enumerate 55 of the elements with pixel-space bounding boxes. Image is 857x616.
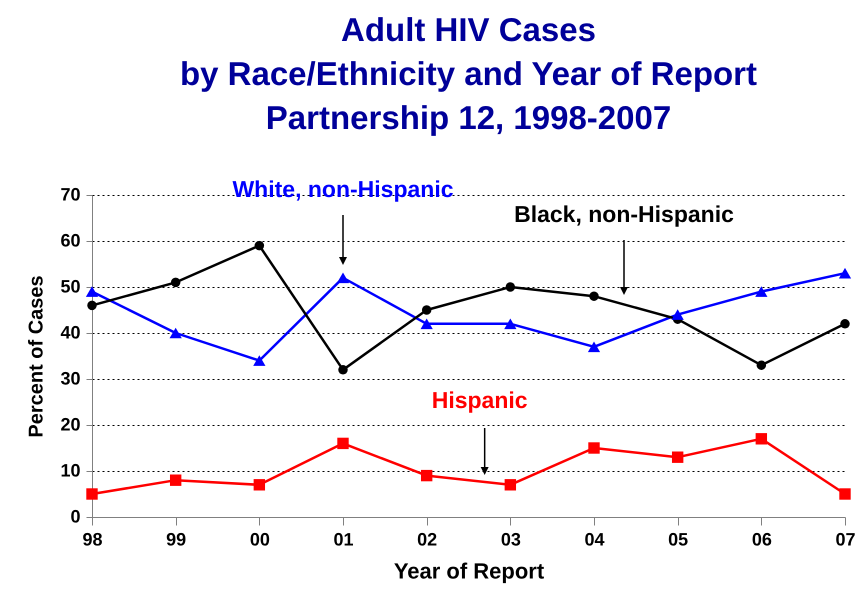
y-tick-label: 20: [60, 414, 80, 434]
point: [253, 355, 266, 366]
y-tick-label: 10: [60, 460, 80, 480]
point: [838, 268, 852, 279]
point: [756, 433, 768, 444]
x-tick-label: 99: [166, 530, 186, 550]
text: Partnership 12, 1998-2007: [266, 99, 672, 136]
point: [672, 309, 684, 320]
text: by Race/Ethnicity and Year of Report: [180, 55, 758, 92]
point: [420, 318, 433, 330]
x-tick-label: 07: [835, 530, 856, 550]
point: [589, 291, 599, 301]
point: [672, 452, 684, 463]
point: [588, 442, 600, 454]
point: [504, 318, 516, 330]
point: [756, 360, 766, 370]
x-tick-label: 00: [250, 530, 270, 550]
y-tick-label: 60: [60, 230, 80, 250]
y-tick-label: 40: [60, 322, 80, 342]
point: [588, 341, 600, 352]
point: [839, 488, 851, 500]
point: [254, 240, 264, 250]
x-tick-label: 05: [668, 530, 688, 550]
x-tick-label: 04: [584, 530, 605, 550]
point: [254, 479, 266, 490]
x-tick-label: 03: [500, 530, 521, 550]
point: [338, 365, 348, 375]
point: [506, 282, 516, 292]
point: [336, 272, 350, 284]
y-axis-title: Percent of Cases: [25, 275, 48, 438]
x-axis-title: Year of Report: [394, 558, 545, 584]
y-tick-label: 70: [60, 184, 80, 204]
point: [422, 305, 432, 315]
point: [420, 470, 432, 482]
point: [86, 488, 98, 500]
y-tick-label: 0: [70, 506, 80, 526]
point: [504, 479, 516, 490]
point: [755, 286, 768, 297]
text: Adult HIV Cases: [341, 11, 596, 48]
y-tick-label: 50: [60, 276, 80, 296]
x-tick-label: 98: [82, 530, 103, 550]
point: [87, 300, 97, 310]
text: Black, non-Hispanic: [514, 201, 734, 227]
point: [170, 328, 182, 338]
point: [170, 278, 180, 288]
text: White, non-Hispanic: [232, 176, 454, 202]
text: Hispanic: [432, 387, 528, 413]
point: [170, 474, 182, 486]
x-tick-label: 02: [417, 530, 438, 550]
x-tick-label: 06: [752, 530, 772, 550]
point: [337, 438, 349, 450]
point: [86, 286, 98, 297]
point: [840, 319, 850, 329]
x-tick-label: 01: [333, 530, 354, 550]
y-tick-label: 30: [60, 368, 80, 388]
